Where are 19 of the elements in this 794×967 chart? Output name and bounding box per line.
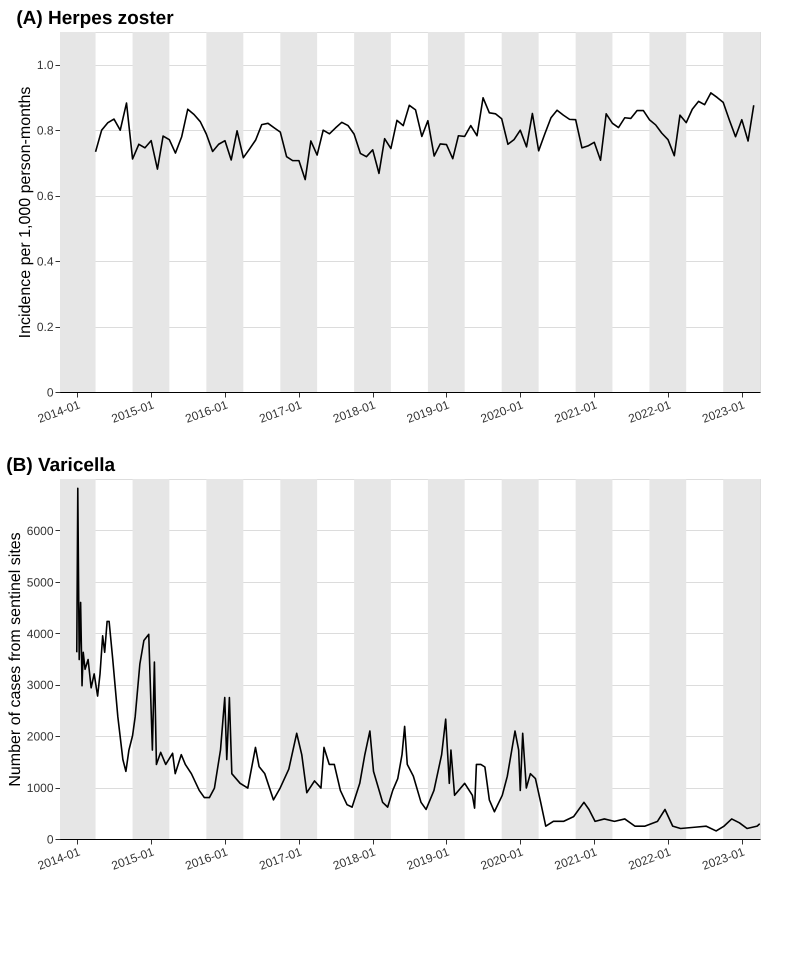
- line-series: [94, 92, 755, 180]
- y-tick-label: 3000: [26, 678, 54, 692]
- y-tick-label: 0.4: [36, 254, 54, 269]
- chart-title: (A) Herpes zoster: [16, 8, 174, 29]
- y-tick-label: 0: [46, 386, 54, 400]
- y-tick-label: 6000: [26, 524, 54, 538]
- y-axis-title: Incidence per 1,000 person-months: [16, 86, 34, 338]
- y-tick-label: 0.6: [36, 189, 54, 204]
- y-tick-label: 0.8: [36, 124, 54, 138]
- y-tick-label: 4000: [26, 626, 54, 641]
- line-series: [76, 487, 760, 832]
- y-tick-label: 1.0: [36, 58, 54, 72]
- y-tick-label: 1000: [26, 781, 54, 796]
- y-tick-label: 5000: [26, 575, 54, 590]
- y-tick-label: 0: [46, 832, 54, 846]
- y-axis-title: Number of cases from sentinel sites: [6, 532, 24, 787]
- chart-title: (B) Varicella: [6, 455, 116, 476]
- y-tick-label: 0.2: [36, 320, 54, 334]
- y-tick-label: 2000: [26, 730, 54, 744]
